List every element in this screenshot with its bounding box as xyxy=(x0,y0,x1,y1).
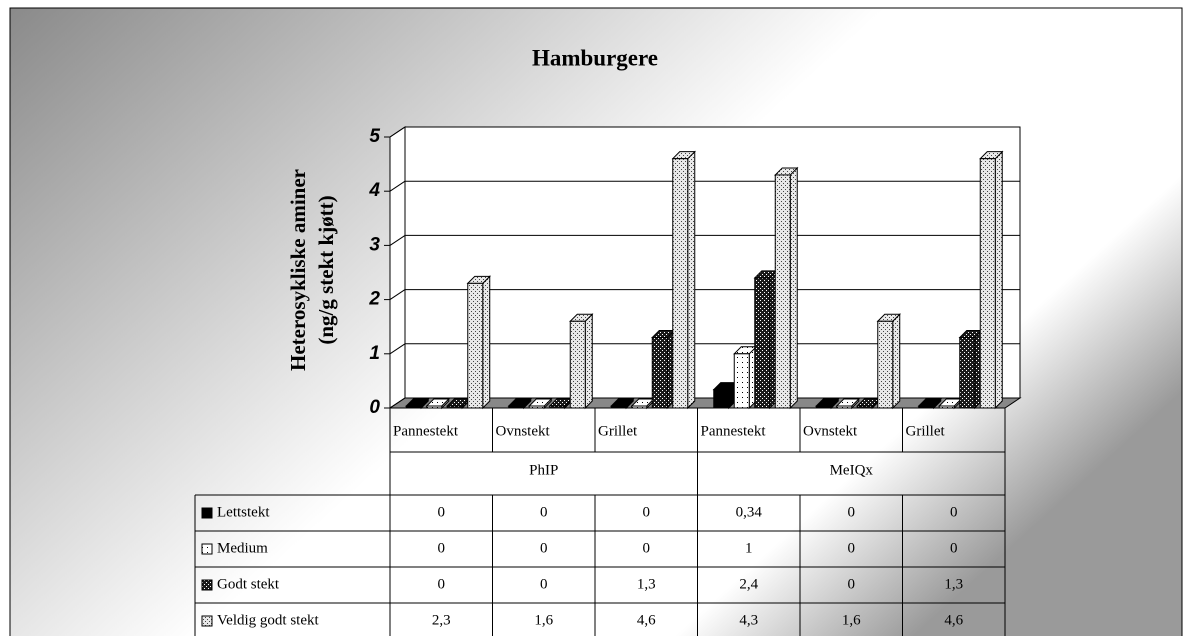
table-value: 0 xyxy=(848,504,856,520)
y-tick-label: 2 xyxy=(368,289,380,310)
table-value: 2,4 xyxy=(739,576,758,592)
bar xyxy=(569,320,586,409)
table-value: 0 xyxy=(438,540,446,556)
legend-label: Medium xyxy=(217,540,268,556)
category-label: Ovnstekt xyxy=(496,423,551,439)
table-value: 0 xyxy=(950,540,958,556)
bar-side xyxy=(994,150,1003,410)
bar xyxy=(938,405,955,409)
y-tick-label: 5 xyxy=(369,126,380,147)
table-value: 0 xyxy=(643,504,651,520)
legend-label: Veldig godt stekt xyxy=(217,612,319,628)
category-label: Grillet xyxy=(906,423,946,439)
legend-swatch xyxy=(201,579,213,591)
bar-side xyxy=(892,313,901,410)
table-value: 0 xyxy=(540,504,548,520)
bar xyxy=(979,158,996,409)
bar-side xyxy=(482,275,491,410)
category-label: Ovnstekt xyxy=(803,423,858,439)
bar xyxy=(754,277,771,409)
legend-swatch xyxy=(201,507,213,519)
legend-swatch xyxy=(201,615,213,627)
bar xyxy=(651,337,668,409)
grid-line xyxy=(389,126,406,138)
bar xyxy=(877,320,894,409)
table-value: 0 xyxy=(643,540,651,556)
bar xyxy=(713,389,730,409)
table-value: 0 xyxy=(438,504,446,520)
bar xyxy=(733,353,750,409)
bar xyxy=(549,405,566,409)
table-value: 1,6 xyxy=(534,612,553,628)
bar xyxy=(815,405,832,409)
chart-title: Hamburgere xyxy=(532,45,658,70)
bar xyxy=(918,405,935,409)
y-tick-label: 1 xyxy=(369,343,380,364)
bar xyxy=(467,282,484,409)
group-label: PhIP xyxy=(529,462,558,478)
bar xyxy=(774,174,791,409)
bar xyxy=(528,405,545,409)
y-tick-label: 3 xyxy=(369,234,380,255)
bar xyxy=(610,405,627,409)
legend-label: Godt stekt xyxy=(217,576,280,592)
grid-line xyxy=(389,180,406,192)
bar xyxy=(836,405,853,409)
grid-line xyxy=(389,234,406,246)
side-wall xyxy=(389,126,406,409)
grid-line xyxy=(389,397,406,409)
bar-side xyxy=(584,313,593,410)
bar xyxy=(508,405,525,409)
table-value: 4,3 xyxy=(739,612,758,628)
grid-line xyxy=(389,343,406,355)
grid-line xyxy=(389,289,406,301)
bar xyxy=(631,405,648,409)
table-value: 1 xyxy=(745,540,753,556)
bar xyxy=(405,405,422,409)
table-value: 0 xyxy=(540,576,548,592)
bar-side xyxy=(687,150,696,410)
bar-side xyxy=(789,166,798,410)
category-label: Pannestekt xyxy=(701,423,767,439)
bar xyxy=(446,405,463,409)
table-value: 0,34 xyxy=(736,504,763,520)
table-value: 0 xyxy=(848,540,856,556)
table-value: 1,6 xyxy=(842,612,861,628)
back-wall xyxy=(404,126,1021,399)
legend-label: Lettstekt xyxy=(217,504,270,520)
category-label: Pannestekt xyxy=(393,423,459,439)
y-axis-label: Heterosykliske aminer (ng/g stekt kjøtt) xyxy=(286,169,338,371)
category-label: Grillet xyxy=(598,423,638,439)
bar xyxy=(672,158,689,409)
table-value: 4,6 xyxy=(637,612,656,628)
table-value: 1,3 xyxy=(637,576,656,592)
table-value: 1,3 xyxy=(944,576,963,592)
y-tick-label: 4 xyxy=(368,180,380,201)
table-value: 4,6 xyxy=(944,612,963,628)
y-label-line: Heterosykliske aminer xyxy=(286,169,310,371)
bar xyxy=(426,405,443,409)
y-label-line: (ng/g stekt kjøtt) xyxy=(314,195,338,344)
bar xyxy=(856,405,873,409)
table-value: 0 xyxy=(950,504,958,520)
y-tick-label: 0 xyxy=(369,397,380,418)
table-value: 0 xyxy=(438,576,446,592)
legend-swatch xyxy=(201,543,213,555)
bar xyxy=(959,337,976,409)
table-value: 0 xyxy=(848,576,856,592)
table-value: 2,3 xyxy=(432,612,451,628)
table-value: 0 xyxy=(540,540,548,556)
group-label: MeIQx xyxy=(830,462,874,478)
